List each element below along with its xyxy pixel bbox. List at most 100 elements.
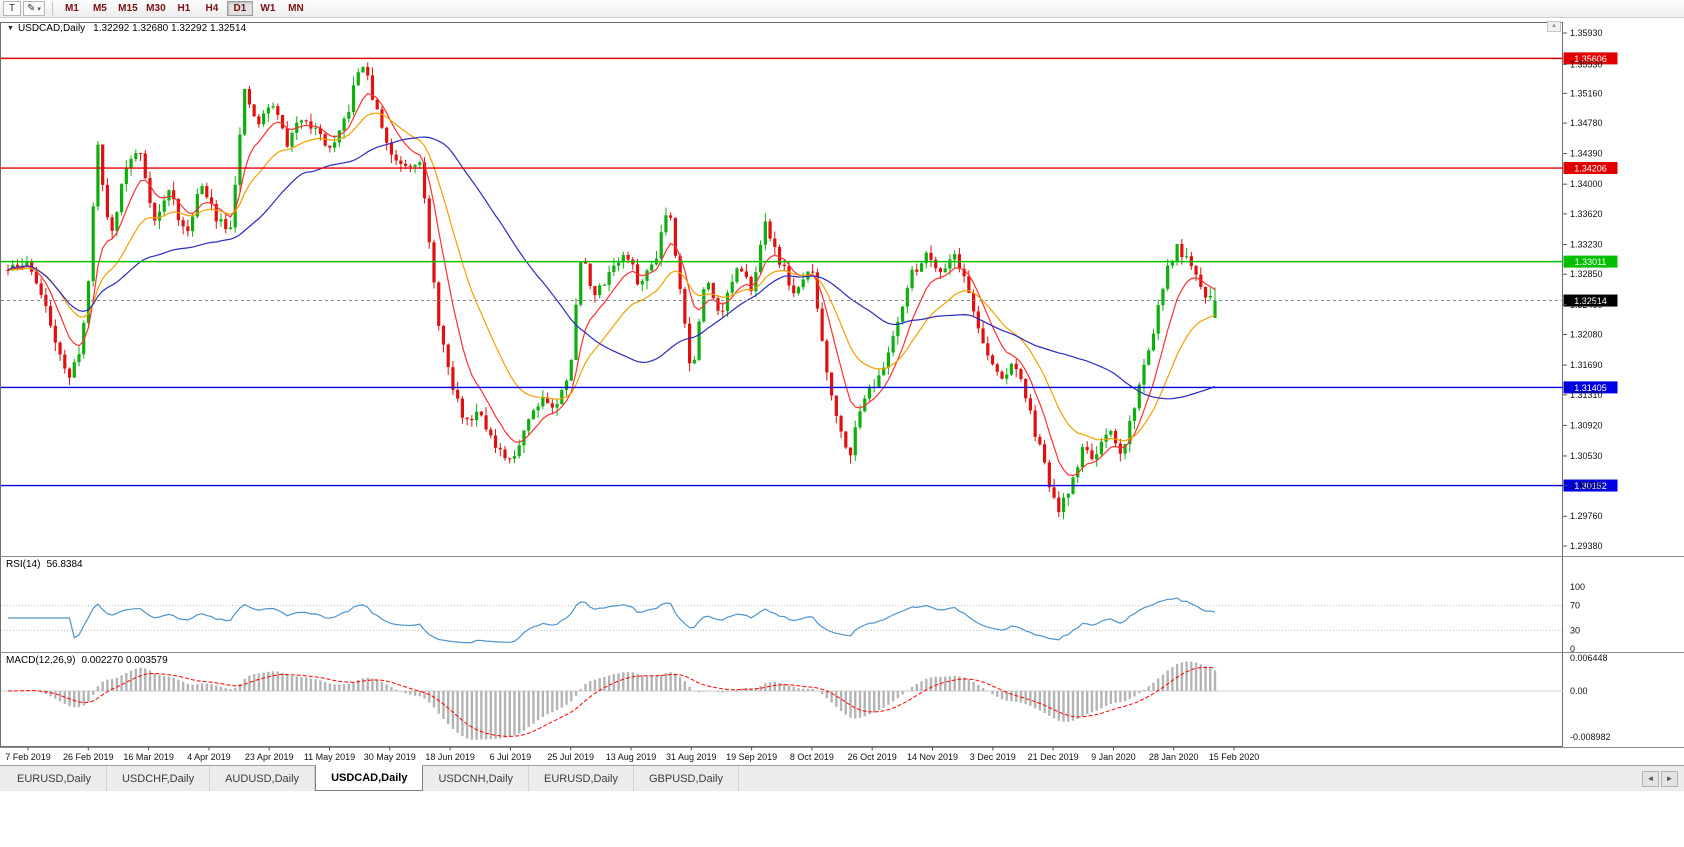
date-tick-label[interactable]: 28 Jan 2020 — [1149, 752, 1199, 762]
toolbar-separator — [51, 2, 53, 15]
timeframe-button-h1[interactable]: H1 — [171, 1, 197, 16]
date-tick-label[interactable]: 19 Sep 2019 — [726, 752, 777, 762]
date-tick-label[interactable]: 25 Jul 2019 — [547, 752, 594, 762]
levels-layer: 1.35606 1.34206 1.33011 1.31405 1.30152 1.325… — [1, 52, 1618, 492]
date-tick-label[interactable]: 8 Oct 2019 — [790, 752, 834, 762]
pencil-icon: ✎ — [27, 3, 36, 14]
chart-tab-usdchf-daily[interactable]: USDCHF,Daily — [106, 766, 211, 791]
price-tick-label: 1.34000 — [1570, 179, 1603, 189]
tabs-navigation: ◄ ► — [1640, 766, 1684, 791]
price-tick-label: 1.35160 — [1570, 88, 1603, 98]
tabs-scroll-left-button[interactable]: ◄ — [1642, 770, 1659, 787]
text-tool-button[interactable]: T — [3, 1, 21, 16]
price-tick-label: 1.33620 — [1570, 209, 1603, 219]
price-chart-svg[interactable]: 1.35606 1.34206 1.33011 1.31405 1.30152 1.325… — [0, 18, 1684, 765]
price-level-tag: 1.34206 — [1574, 164, 1607, 174]
timeframe-button-mn[interactable]: MN — [283, 1, 309, 16]
price-tick-label: 1.29760 — [1570, 511, 1603, 521]
price-level-tag: 1.30152 — [1574, 481, 1607, 491]
date-tick-label[interactable]: 11 May 2019 — [304, 752, 355, 762]
price-tick-label: 1.35530 — [1570, 59, 1603, 69]
quote-line: ▼ USDCAD,Daily 1.32292 1.32680 1.32292 1.3… — [7, 23, 246, 34]
rsi-name: RSI(14) — [6, 559, 41, 570]
date-tick-label[interactable]: 18 Jun 2019 — [425, 752, 475, 762]
chart-tab-eurusd-daily[interactable]: EURUSD,Daily — [529, 766, 634, 791]
date-tick-label[interactable]: 23 Apr 2019 — [245, 752, 294, 762]
timeframe-button-m1[interactable]: M1 — [59, 1, 85, 16]
timeframe-group: M1 M5 M15 M30 H1 H4 D1 W1 MN — [58, 1, 310, 16]
date-tick-label[interactable]: 15 Feb 2020 — [1209, 752, 1260, 762]
chart-tabs-bar: EURUSD,Daily USDCHF,Daily AUDUSD,Daily USDC… — [0, 765, 1684, 791]
ma-20-line — [7, 112, 1216, 442]
timeframe-button-w1[interactable]: W1 — [255, 1, 281, 16]
price-level-tag: 1.32514 — [1574, 296, 1607, 306]
rsi-layer: 100 70 30 0 — [1, 582, 1585, 654]
rsi-axis-label: 100 — [1570, 582, 1585, 592]
chart-tab-gbpusd-daily[interactable]: GBPUSD,Daily — [634, 766, 739, 791]
chevron-down-icon: ▾ — [37, 5, 41, 13]
price-level-tag: 1.33011 — [1575, 257, 1607, 267]
symbol-label: USDCAD,Daily — [17, 23, 86, 34]
macd-layer: 0.006448 0.00 -0.008982 — [1, 653, 1611, 742]
price-tick-label: 1.35930 — [1570, 28, 1603, 38]
chart-tab-audusd-daily[interactable]: AUDUSD,Daily — [210, 766, 316, 791]
timeframe-button-m30[interactable]: M30 — [143, 1, 169, 16]
macd-axis-label: -0.008982 — [1570, 732, 1611, 742]
price-tick-label: 1.34390 — [1570, 149, 1603, 159]
chart-tabs: EURUSD,Daily USDCHF,Daily AUDUSD,Daily USDC… — [2, 765, 739, 791]
toolbar: T ✎ ▾ M1 M5 M15 M30 H1 H4 D1 W1 MN — [0, 0, 1684, 18]
timeframe-button-m5[interactable]: M5 — [87, 1, 113, 16]
chart-tab-usdcad-daily[interactable]: USDCAD,Daily — [315, 765, 424, 791]
date-tick-label[interactable]: 13 Aug 2019 — [606, 752, 657, 762]
price-tick-label: 1.32460 — [1570, 300, 1603, 310]
date-tick-label[interactable]: 9 Jan 2020 — [1091, 752, 1136, 762]
macd-signal-line — [7, 666, 1216, 737]
timeframe-button-h4[interactable]: H4 — [199, 1, 225, 16]
date-tick-label[interactable]: 4 Apr 2019 — [187, 752, 231, 762]
rsi-axis-label: 70 — [1570, 601, 1580, 611]
rsi-indicator-label: RSI(14) 56.8384 — [6, 559, 83, 570]
macd-name: MACD(12,26,9) — [6, 655, 76, 666]
dates-layer: 7 Feb 2019 26 Feb 2019 16 Mar 2019 4 Apr 20… — [5, 747, 1259, 762]
candles-layer — [6, 62, 1217, 520]
symbol-dropdown-icon[interactable]: ▼ — [7, 25, 14, 32]
rsi-line — [8, 597, 1216, 644]
rsi-axis-label: 0 — [1570, 644, 1575, 654]
price-tick-label: 1.32850 — [1570, 269, 1603, 279]
date-tick-label[interactable]: 26 Feb 2019 — [63, 752, 114, 762]
date-tick-label[interactable]: 26 Oct 2019 — [848, 752, 897, 762]
date-tick-label[interactable]: 3 Dec 2019 — [970, 752, 1016, 762]
timeframe-button-m15[interactable]: M15 — [115, 1, 141, 16]
grid-layer — [0, 22, 1684, 748]
macd-axis-label: 0.006448 — [1570, 653, 1608, 663]
price-tick-label: 1.29380 — [1570, 541, 1603, 551]
chart-tab-eurusd-daily[interactable]: EURUSD,Daily — [2, 766, 107, 791]
chart-tab-usdcnh-daily[interactable]: USDCNH,Daily — [423, 766, 530, 791]
date-tick-label[interactable]: 14 Nov 2019 — [907, 752, 958, 762]
macd-axis-label: 0.00 — [1570, 686, 1588, 696]
date-tick-label[interactable]: 21 Dec 2019 — [1028, 752, 1079, 762]
ohlc-values: 1.32292 1.32680 1.32292 1.32514 — [93, 23, 247, 34]
rsi-value: 56.8384 — [46, 559, 83, 570]
price-tick-label: 1.32080 — [1570, 330, 1603, 340]
date-tick-label[interactable]: 7 Feb 2019 — [5, 752, 51, 762]
date-tick-label[interactable]: 30 May 2019 — [364, 752, 416, 762]
rsi-axis-label: 30 — [1570, 625, 1580, 635]
price-tick-label: 1.30150 — [1570, 481, 1603, 491]
date-tick-label[interactable]: 16 Mar 2019 — [123, 752, 174, 762]
price-level-tag: 1.35606 — [1574, 54, 1607, 64]
ma-layer — [7, 92, 1216, 477]
chart-area[interactable]: 1.35606 1.34206 1.33011 1.31405 1.30152 1.325… — [0, 18, 1684, 765]
date-tick-label[interactable]: 31 Aug 2019 — [666, 752, 717, 762]
price-tick-label: 1.34780 — [1570, 118, 1603, 128]
price-tick-label: 1.30530 — [1570, 451, 1603, 461]
draw-tool-button[interactable]: ✎ ▾ — [23, 1, 45, 16]
ma-45-line — [7, 136, 1216, 400]
tabs-scroll-right-button[interactable]: ► — [1661, 770, 1678, 787]
chart-scrollbar-up-button[interactable]: ▲ — [1547, 21, 1561, 32]
timeframe-button-d1[interactable]: D1 — [226, 1, 253, 16]
date-tick-label[interactable]: 6 Jul 2019 — [490, 752, 532, 762]
price-tick-label: 1.31690 — [1570, 360, 1603, 370]
price-tick-label: 1.33230 — [1570, 239, 1603, 249]
